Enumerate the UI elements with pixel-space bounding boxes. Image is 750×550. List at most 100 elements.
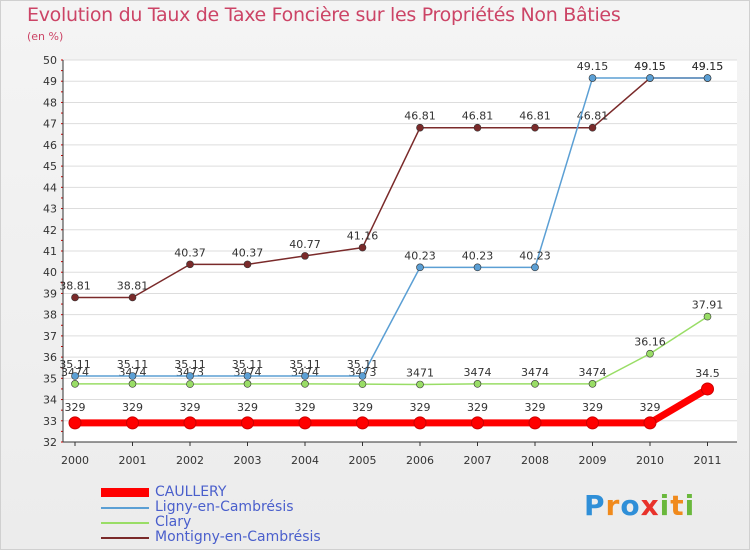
data-point bbox=[643, 416, 657, 430]
data-label: 46.81 bbox=[519, 110, 551, 123]
y-minor-tick bbox=[61, 144, 63, 146]
y-minor-tick bbox=[61, 123, 63, 125]
data-point bbox=[243, 260, 252, 269]
y-minor-tick bbox=[61, 292, 63, 294]
data-point bbox=[701, 382, 714, 396]
y-tick-label: 43 bbox=[43, 203, 57, 216]
data-label: 329 bbox=[180, 401, 201, 414]
x-tick-label: 2006 bbox=[406, 454, 434, 467]
data-label: 329 bbox=[467, 401, 488, 414]
legend-swatch bbox=[101, 488, 149, 497]
x-tick-label: 2009 bbox=[579, 454, 607, 467]
x-tick-label: 2004 bbox=[291, 454, 319, 467]
data-point bbox=[358, 243, 367, 252]
y-minor-tick bbox=[61, 303, 63, 305]
y-tick-label: 45 bbox=[43, 160, 57, 173]
x-tick-label: 2008 bbox=[521, 454, 549, 467]
x-tick-label: 2000 bbox=[61, 454, 89, 467]
y-minor-tick bbox=[61, 80, 63, 82]
y-minor-tick bbox=[61, 176, 63, 178]
data-point bbox=[356, 416, 369, 430]
data-label: 40.37 bbox=[174, 246, 206, 259]
data-point bbox=[528, 416, 542, 430]
data-point bbox=[301, 372, 309, 380]
y-tick-label: 35 bbox=[43, 372, 57, 385]
data-point bbox=[416, 380, 424, 389]
y-minor-tick bbox=[61, 409, 63, 411]
data-point bbox=[301, 380, 309, 388]
data-label: 3474 bbox=[521, 366, 549, 379]
y-minor-tick bbox=[61, 282, 63, 284]
data-point bbox=[473, 263, 482, 272]
data-point bbox=[703, 74, 712, 82]
logo-letter: i bbox=[659, 489, 671, 522]
y-tick-label: 36 bbox=[43, 351, 57, 364]
data-point bbox=[416, 123, 424, 132]
data-label: 49.15 bbox=[692, 60, 724, 73]
series-line bbox=[74, 77, 709, 299]
y-minor-tick bbox=[61, 335, 63, 337]
data-point bbox=[413, 416, 427, 430]
y-minor-tick bbox=[61, 356, 63, 358]
data-label: 40.23 bbox=[462, 249, 494, 262]
data-point bbox=[298, 416, 312, 430]
data-point bbox=[301, 252, 309, 260]
data-label: 329 bbox=[525, 401, 546, 414]
data-point bbox=[68, 416, 82, 430]
data-point bbox=[473, 380, 482, 388]
y-minor-tick bbox=[61, 377, 63, 379]
series-line bbox=[74, 315, 709, 386]
data-label: 329 bbox=[582, 401, 603, 414]
data-point bbox=[471, 416, 484, 430]
y-tick-label: 41 bbox=[43, 245, 57, 258]
y-minor-tick bbox=[61, 155, 63, 156]
y-tick-label: 48 bbox=[43, 96, 57, 109]
legend-label: Clary bbox=[155, 514, 192, 530]
y-minor-tick bbox=[61, 239, 63, 241]
y-tick-label: 44 bbox=[43, 181, 57, 194]
legend-label: Montigny-en-Cambrésis bbox=[155, 529, 321, 545]
data-point bbox=[186, 380, 194, 388]
logo-letter: o bbox=[620, 489, 641, 522]
data-label: 40.37 bbox=[232, 246, 264, 259]
data-point bbox=[586, 416, 599, 430]
y-minor-tick bbox=[61, 186, 63, 188]
y-tick-label: 32 bbox=[43, 436, 57, 449]
data-label: 35.11 bbox=[232, 358, 264, 371]
y-minor-tick bbox=[61, 324, 63, 326]
x-tick-label: 2002 bbox=[176, 454, 204, 467]
legend-swatch bbox=[101, 507, 149, 509]
data-point bbox=[588, 380, 597, 388]
series-line bbox=[71, 385, 711, 427]
data-point bbox=[358, 380, 367, 388]
data-label: 3474 bbox=[579, 366, 607, 379]
y-minor-tick bbox=[61, 70, 63, 72]
y-tick-label: 40 bbox=[43, 266, 57, 279]
data-point bbox=[71, 372, 79, 380]
data-point bbox=[71, 380, 79, 388]
x-tick-label: 2005 bbox=[349, 454, 377, 467]
data-label: 329 bbox=[237, 401, 258, 414]
y-minor-tick bbox=[61, 346, 63, 347]
data-point bbox=[128, 293, 137, 302]
y-minor-tick bbox=[61, 112, 63, 114]
y-minor-tick bbox=[61, 91, 63, 93]
data-point bbox=[416, 263, 424, 272]
data-point bbox=[646, 349, 654, 358]
y-minor-tick bbox=[61, 271, 63, 273]
legend-label: Ligny-en-Cambrésis bbox=[155, 499, 294, 515]
data-label: 329 bbox=[65, 401, 86, 414]
chart-unit-label: (en %) bbox=[27, 30, 64, 43]
y-minor-tick bbox=[61, 261, 63, 263]
y-minor-tick bbox=[61, 250, 63, 252]
y-tick-label: 33 bbox=[43, 415, 57, 428]
data-point bbox=[186, 372, 194, 380]
data-label: 49.15 bbox=[577, 60, 609, 73]
y-minor-tick bbox=[61, 218, 63, 220]
legend-label: CAULLERY bbox=[155, 484, 227, 500]
y-minor-tick bbox=[61, 367, 63, 369]
y-tick-label: 47 bbox=[43, 118, 57, 131]
data-point bbox=[128, 372, 137, 380]
data-point bbox=[183, 416, 197, 430]
